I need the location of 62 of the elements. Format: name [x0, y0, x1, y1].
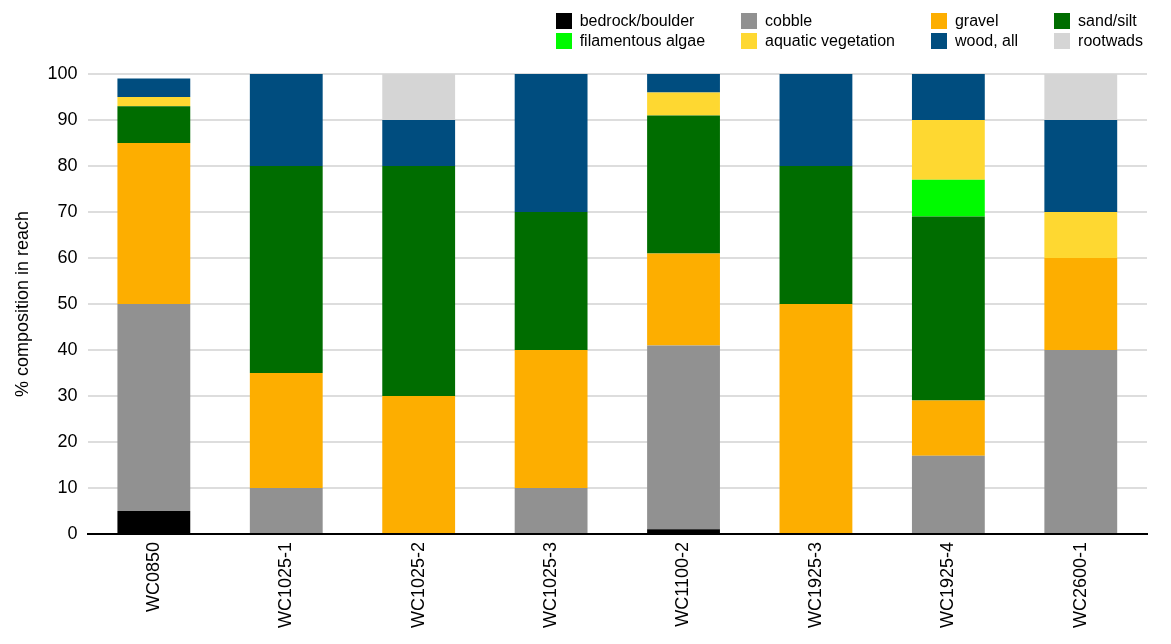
bar [117, 78, 191, 97]
bar [647, 115, 720, 254]
x-tick-label: WC1925-4 [937, 541, 958, 629]
legend-label: gravel [954, 12, 999, 30]
y-tick-label: 40 [57, 338, 78, 359]
legend-label: filamentous algae [579, 32, 706, 50]
bar [779, 74, 853, 166]
x-tick-label: WC1025-2 [407, 541, 428, 629]
y-tick-label: 20 [57, 430, 78, 451]
bar [514, 487, 588, 533]
bar [117, 97, 191, 107]
bar [514, 349, 588, 488]
legend-label: bedrock/boulder [579, 12, 695, 30]
bar [1044, 120, 1118, 212]
bar [647, 74, 720, 93]
x-tick-label: WC0850 [142, 541, 163, 612]
y-tick-label: 90 [57, 108, 78, 129]
bar [647, 253, 720, 346]
bar [249, 487, 323, 533]
bar [249, 372, 323, 488]
legend-label: rootwads [1078, 32, 1143, 50]
y-tick-label: 50 [57, 292, 78, 313]
y-tick-label: 80 [57, 154, 78, 175]
x-tick-label: WC1100-2 [672, 541, 693, 627]
x-tick-label: WC2600-1 [1069, 541, 1090, 629]
bar [1044, 211, 1118, 258]
bar [382, 120, 456, 166]
legend-label: cobble [765, 12, 813, 30]
y-tick-label: 100 [47, 62, 78, 83]
bar [647, 345, 720, 530]
bar [249, 74, 323, 166]
bar [117, 143, 191, 304]
bar [911, 120, 985, 180]
y-tick-label: 60 [57, 246, 78, 267]
bar [249, 165, 323, 373]
bar [911, 74, 985, 120]
bar [911, 455, 985, 533]
bar [514, 211, 588, 350]
bar [779, 165, 853, 304]
legend-label: sand/silt [1078, 12, 1137, 30]
bar [1044, 349, 1118, 533]
bar [1044, 257, 1118, 350]
bar [382, 395, 456, 533]
bar [911, 216, 985, 401]
bar [911, 179, 985, 217]
y-axis-title: % composition in reach [11, 210, 32, 398]
bar [911, 400, 985, 456]
bar [514, 74, 588, 212]
bar [117, 303, 191, 511]
y-tick-label: 30 [57, 384, 78, 405]
y-tick-label: 10 [57, 476, 78, 497]
x-tick-label: WC1025-3 [540, 541, 561, 629]
bar [647, 92, 720, 116]
legend-label: wood, all [954, 32, 1019, 50]
legend-label: aquatic vegetation [765, 32, 895, 50]
y-tick-label: 70 [57, 200, 78, 221]
x-tick-label: WC1025-1 [275, 541, 296, 629]
bar [117, 106, 191, 143]
x-tick-label: WC1925-3 [804, 541, 825, 629]
bar [779, 303, 853, 533]
y-tick-label: 0 [67, 522, 78, 543]
bar [382, 165, 456, 396]
